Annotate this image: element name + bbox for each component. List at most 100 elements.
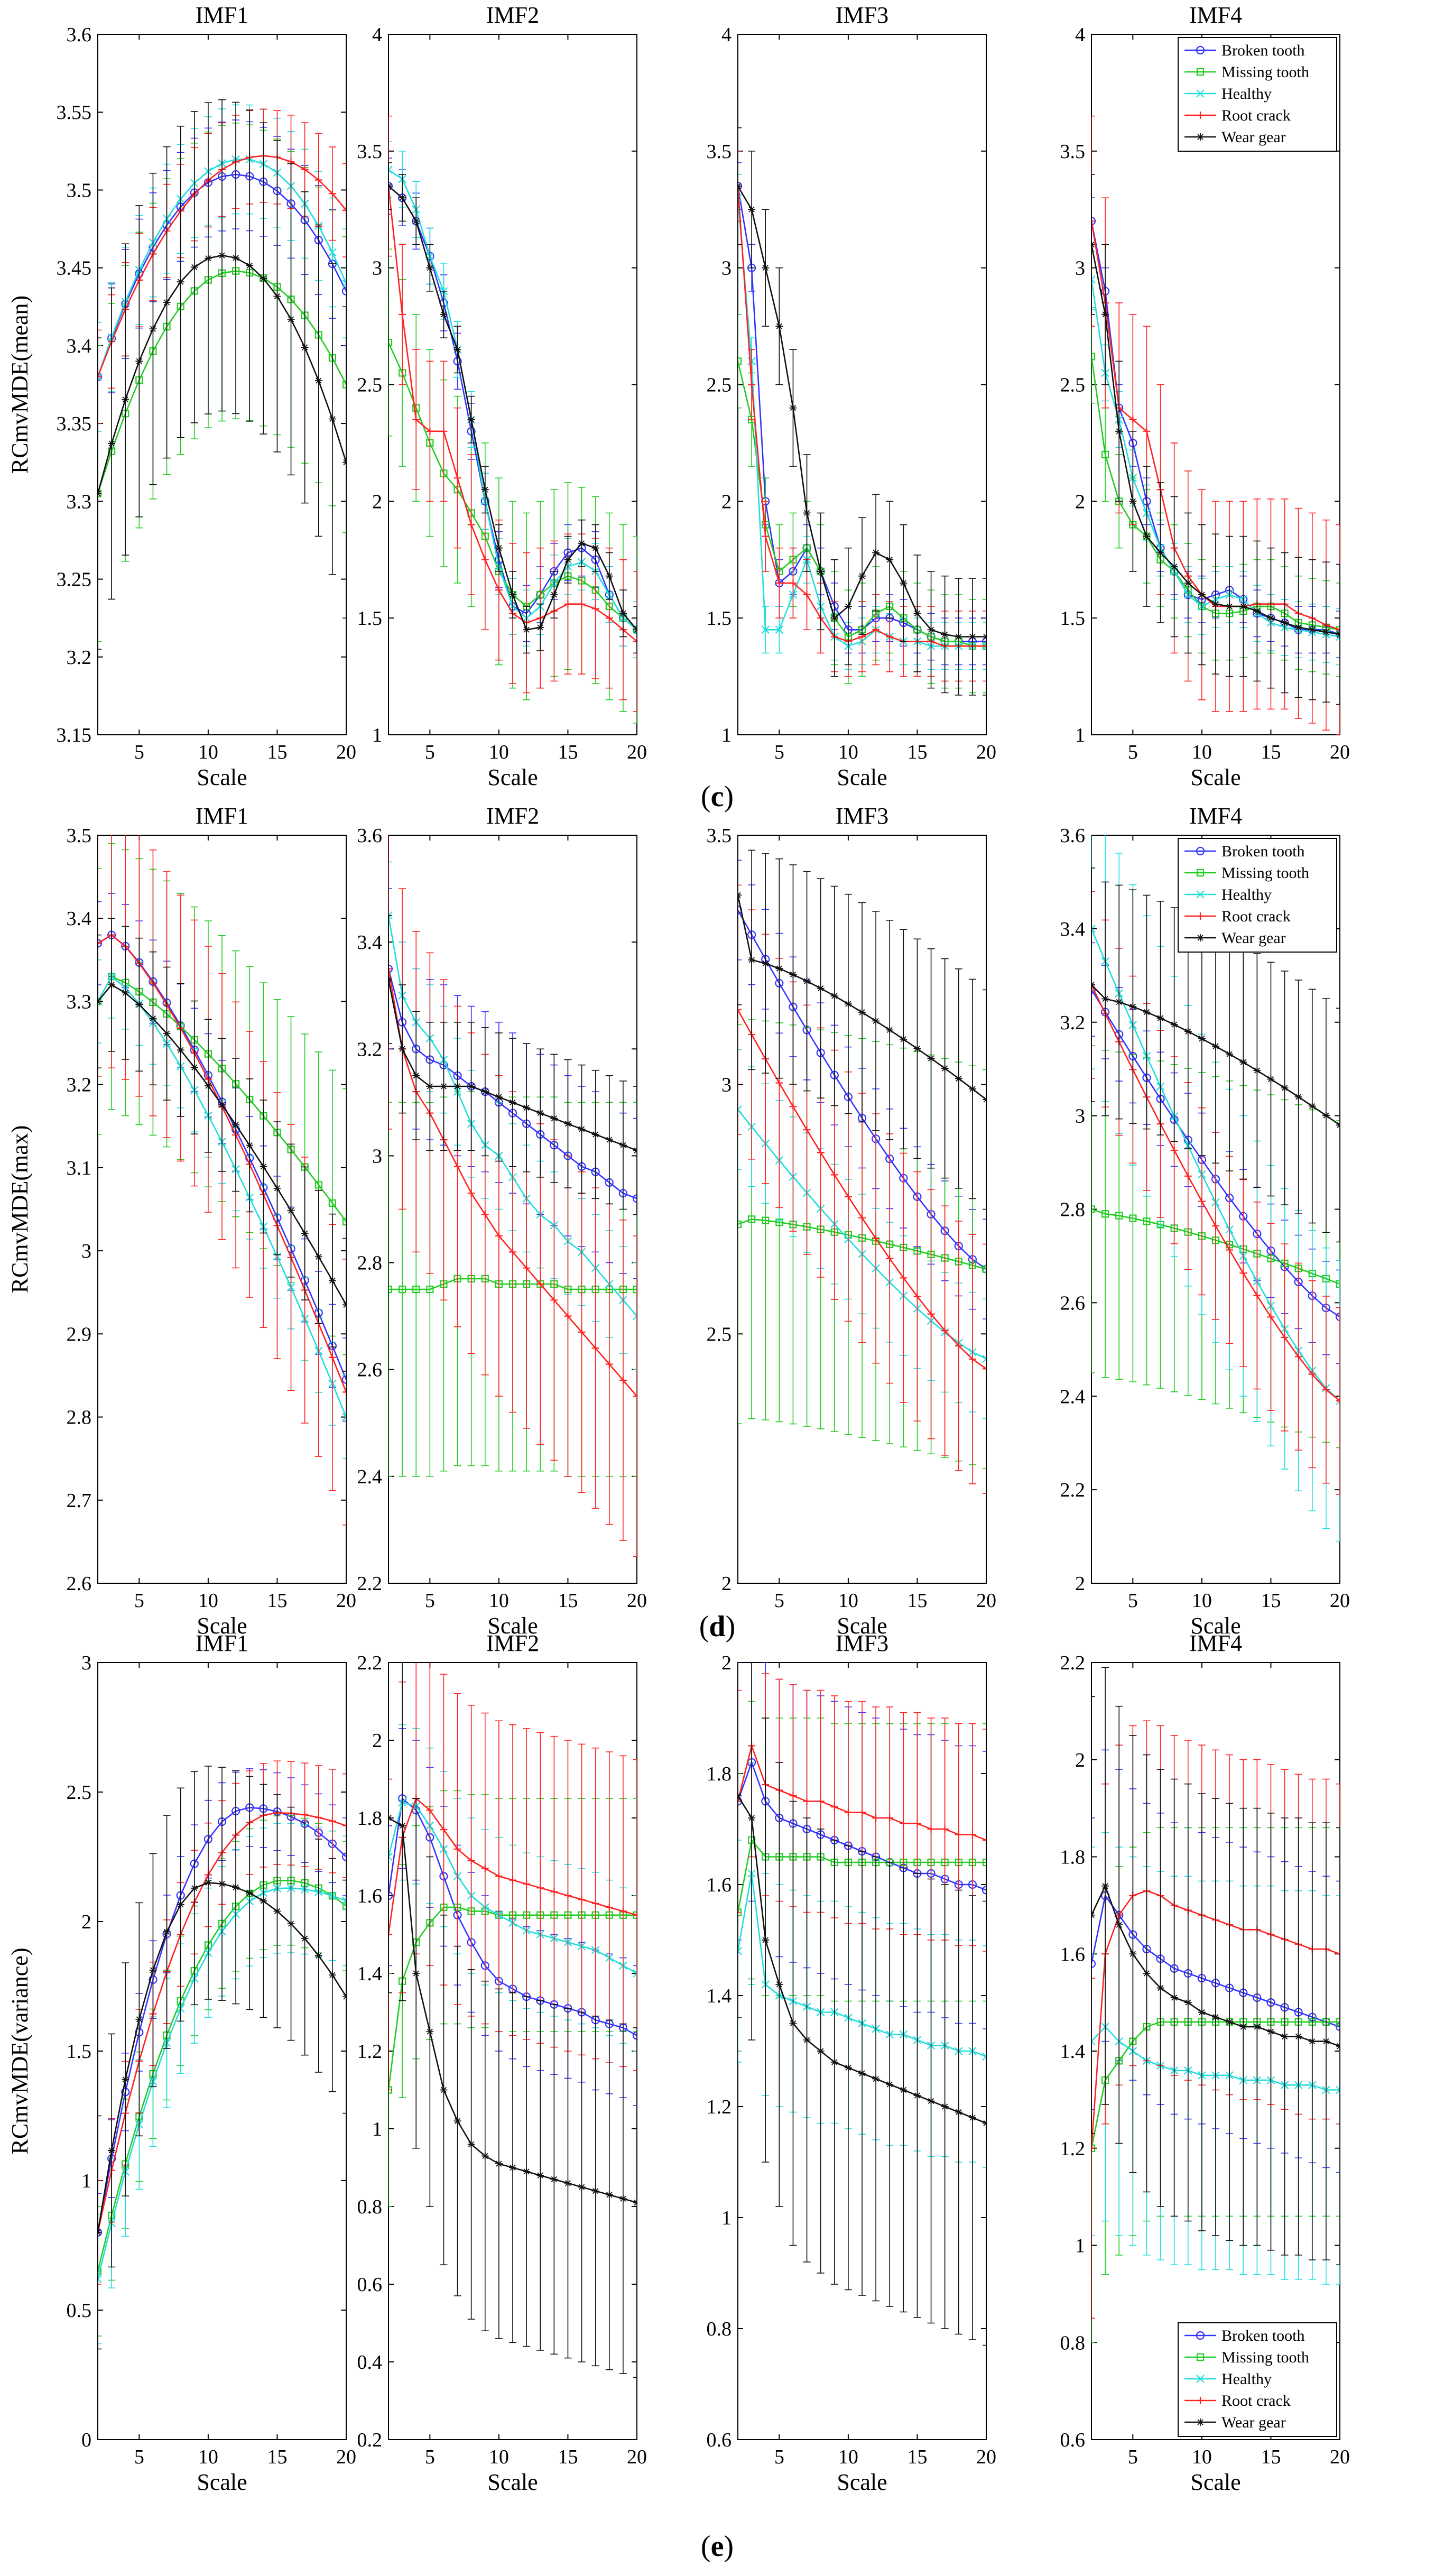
y-tick-label: 3.4: [67, 335, 92, 357]
data-point: [204, 1082, 212, 1090]
data-point: [1335, 2022, 1340, 2032]
data-point: [619, 1141, 627, 1149]
x-tick-label: 20: [336, 1590, 356, 1612]
y-tick-label: 3: [372, 257, 382, 280]
data-point: [399, 1045, 406, 1053]
data-point: [632, 2031, 637, 2040]
data-point: [1101, 311, 1109, 318]
data-point: [817, 984, 825, 992]
y-tick-label: 3.15: [57, 724, 92, 746]
data-point: [108, 981, 116, 989]
data-point: [968, 1355, 976, 1363]
y-tick-label: 4: [372, 24, 382, 46]
x-tick-label: 5: [425, 1590, 435, 1612]
data-point: [1091, 241, 1095, 248]
panel-title: IMF3: [836, 1630, 888, 1656]
panel-title: IMF4: [1189, 803, 1242, 829]
data-point: [1143, 532, 1151, 540]
data-point: [1091, 217, 1095, 225]
data-point: [748, 381, 756, 389]
data-point: [982, 637, 986, 646]
data-point: [453, 346, 461, 354]
data-point: [1156, 1014, 1164, 1022]
x-tick-label: 15: [558, 2446, 578, 2468]
series-layer: [98, 835, 346, 1526]
data-point: [900, 1035, 908, 1043]
x-tick-label: 20: [336, 2446, 356, 2468]
y-tick-label: 2.2: [357, 1573, 383, 1595]
data-point: [886, 556, 894, 564]
data-point: [426, 1083, 434, 1091]
data-point: [1198, 1035, 1206, 1042]
data-point: [453, 474, 461, 482]
data-point: [762, 264, 770, 272]
y-tick-label: 1: [721, 2207, 732, 2229]
data-point: [467, 1189, 475, 1197]
data-point: [481, 1088, 489, 1096]
x-tick-label: 15: [558, 1590, 578, 1612]
data-point: [273, 1184, 281, 1192]
y-tick-label: 3: [81, 1240, 91, 1262]
data-point: [550, 2175, 558, 2183]
data-point: [605, 2191, 613, 2199]
data-point: [342, 1897, 346, 1905]
data-point: [817, 1797, 825, 1805]
data-point: [314, 1253, 322, 1261]
data-point: [341, 1852, 346, 1861]
data-point: [1170, 1021, 1178, 1029]
y-tick-label: 1.5: [1060, 607, 1086, 630]
series-wear-gear: [388, 162, 637, 654]
data-point: [1156, 549, 1164, 557]
data-point: [388, 182, 392, 190]
data-point: [1253, 607, 1261, 615]
data-point: [605, 1904, 613, 1912]
y-tick-label: 3.4: [67, 908, 92, 930]
y-tick-label: 1.2: [1060, 2138, 1086, 2160]
chart-panel-imf2-row-3: IMF2 0.2 0.4 0.6 0.8 1 1.2 1.4 1.6 1.8 2 2.2 5 10 15 20…: [357, 1630, 647, 2495]
data-point: [440, 2086, 448, 2094]
data-point: [633, 1147, 637, 1155]
x-axis-label: Scale: [197, 764, 247, 790]
data-point: [1091, 275, 1096, 284]
data-point: [328, 415, 336, 423]
data-point: [232, 254, 240, 262]
data-point: [536, 2172, 544, 2180]
data-point: [342, 1301, 346, 1309]
data-point: [314, 1814, 322, 1822]
data-point: [1308, 626, 1316, 634]
data-point: [1129, 1003, 1137, 1011]
data-point: [1212, 1222, 1219, 1230]
series-layer: [388, 835, 637, 1557]
x-tick-label: 5: [425, 741, 435, 763]
y-tick-label: 0.8: [357, 2196, 383, 2218]
series-layer: [1091, 1667, 1340, 2343]
data-point: [1091, 1959, 1096, 1968]
data-point: [1308, 1370, 1316, 1378]
data-point: [886, 1254, 894, 1262]
data-point: [1091, 353, 1096, 361]
y-tick-label: 2.5: [357, 374, 383, 396]
series-layer: [98, 1760, 346, 2350]
data-point: [177, 1046, 184, 1054]
data-point: [858, 572, 866, 580]
data-point: [1143, 1217, 1151, 1225]
data-point: [1198, 591, 1206, 598]
data-point: [453, 1162, 461, 1170]
data-point: [858, 1008, 866, 1016]
x-tick-label: 5: [1128, 2446, 1138, 2468]
chart-panel-imf2-row-1: IMF2 1 1.5 2 2.5 3 3.5 4 5 10 15 20 Scale: [357, 2, 647, 790]
data-point: [98, 490, 101, 497]
data-point: [467, 1083, 475, 1091]
data-point: [1115, 998, 1123, 1006]
y-tick-label: 0.8: [1060, 2332, 1086, 2354]
y-tick-label: 0.2: [357, 2429, 383, 2451]
data-point: [1129, 416, 1137, 423]
data-point: [287, 1207, 295, 1215]
y-tick-label: 2.2: [1060, 1652, 1086, 1674]
data-point: [886, 2081, 894, 2088]
data-point: [748, 1215, 756, 1223]
x-tick-label: 15: [267, 2446, 287, 2468]
data-point: [886, 1026, 894, 1034]
data-point: [328, 248, 337, 257]
data-point: [135, 357, 143, 365]
